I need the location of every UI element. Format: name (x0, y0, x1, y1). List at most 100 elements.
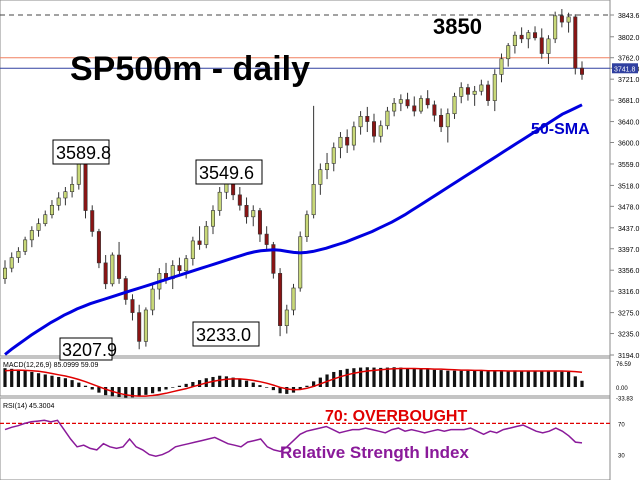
macd-bar (312, 381, 316, 387)
candle-body (304, 214, 309, 238)
macd-bar (459, 370, 463, 387)
candle-body (117, 254, 122, 279)
candle-body (566, 16, 571, 23)
candle-body (486, 84, 491, 101)
macd-bar (473, 370, 477, 387)
y-tick-label: 3397.0 (618, 247, 640, 254)
candle-body (90, 210, 95, 232)
y-tick-label: 3843.6 (618, 13, 640, 20)
candle-body (150, 288, 155, 311)
candle-body (452, 96, 457, 115)
macd-bar (265, 387, 269, 388)
macd-tick-label: -33.83 (616, 397, 634, 403)
macd-bar (231, 377, 235, 387)
candle-body (110, 254, 115, 285)
sma50-line (4, 103, 583, 356)
macd-bar (16, 369, 21, 387)
peak-label-box-2 (195, 159, 263, 185)
macd-bar (392, 367, 396, 387)
macd-bar (338, 370, 343, 387)
candle-body (96, 231, 101, 264)
candle-body (264, 233, 269, 245)
macd-bar (533, 371, 537, 387)
candle-body (526, 32, 531, 40)
macd-bar (244, 380, 249, 387)
candle-body (378, 125, 383, 137)
candle-body (553, 15, 558, 40)
macd-bar (399, 367, 403, 387)
candle-body (412, 105, 417, 112)
candle-body (23, 239, 28, 252)
candle-body (311, 184, 316, 216)
candle-body (9, 257, 14, 269)
macd-bar (151, 387, 155, 394)
candle-body (291, 287, 296, 311)
peak-label-2: 3549.6 (199, 163, 254, 183)
rsi-overbought-label: 70: OVERBOUGHT (325, 408, 467, 425)
macd-bar (479, 371, 483, 387)
macd-bar (419, 369, 423, 387)
y-tick-label: 3478.0 (618, 204, 640, 211)
macd-bar (446, 370, 450, 387)
candle-body (472, 90, 477, 95)
candle-body (385, 110, 390, 127)
candle-body (351, 126, 356, 146)
macd-bar (57, 376, 61, 387)
candle-body (492, 74, 497, 101)
macd-bar (493, 371, 497, 387)
rsi-tick-label: 70 (618, 422, 625, 428)
macd-bar (305, 385, 309, 387)
y-tick-label: 3681.0 (618, 98, 640, 105)
macd-bar (83, 385, 88, 387)
candle-body (405, 99, 410, 107)
y-tick-label: 3640.0 (618, 120, 640, 127)
macd-panel-frame (0, 357, 611, 397)
macd-bar (526, 370, 530, 387)
rsi-tick-label: 30 (618, 454, 625, 460)
candle-body (184, 258, 189, 272)
current-price-marker (612, 63, 638, 74)
macd-bar (124, 387, 128, 398)
candle-body (499, 58, 504, 75)
candle-body (418, 98, 423, 112)
candle-body (143, 309, 148, 342)
macd-tick-label: 76.59 (616, 362, 632, 368)
candle-body (358, 116, 363, 128)
macd-bar (43, 374, 47, 387)
macd-tick-label: 0.00 (616, 386, 628, 392)
y-tick-label: 3275.0 (618, 311, 640, 318)
macd-bar (365, 367, 369, 387)
candle-body (197, 240, 202, 245)
candle-body (398, 99, 403, 104)
candle-body (190, 240, 195, 259)
macd-bar (271, 387, 275, 391)
candle-body (338, 136, 343, 149)
candle-body (217, 191, 222, 211)
candle-body (465, 87, 470, 95)
macd-bar (345, 368, 349, 387)
macd-bar (251, 382, 255, 387)
candle-body (533, 32, 538, 39)
candle-body (519, 34, 524, 40)
macd-bar (144, 387, 148, 395)
candle-body (29, 230, 34, 241)
macd-bar (412, 368, 416, 387)
candle-body (36, 223, 41, 231)
trough-label-1: 3207.9 (62, 340, 117, 360)
candle-body (425, 98, 430, 106)
candle-body (2, 267, 8, 279)
macd-bar (379, 367, 383, 387)
y-tick-label: 3194.0 (618, 353, 640, 360)
macd-bar (224, 376, 229, 387)
macd-bar (164, 387, 168, 390)
macd-bar (191, 381, 195, 387)
macd-bar (540, 371, 544, 387)
candle-body (432, 104, 437, 116)
macd-bar (30, 371, 34, 387)
candle-body (49, 205, 54, 216)
candle-body (278, 273, 283, 326)
candle-body (539, 37, 544, 54)
trough-label-2: 3233.0 (196, 325, 251, 345)
macd-label: MACD(12,26,9) 85.0999 59.09 (3, 362, 98, 369)
